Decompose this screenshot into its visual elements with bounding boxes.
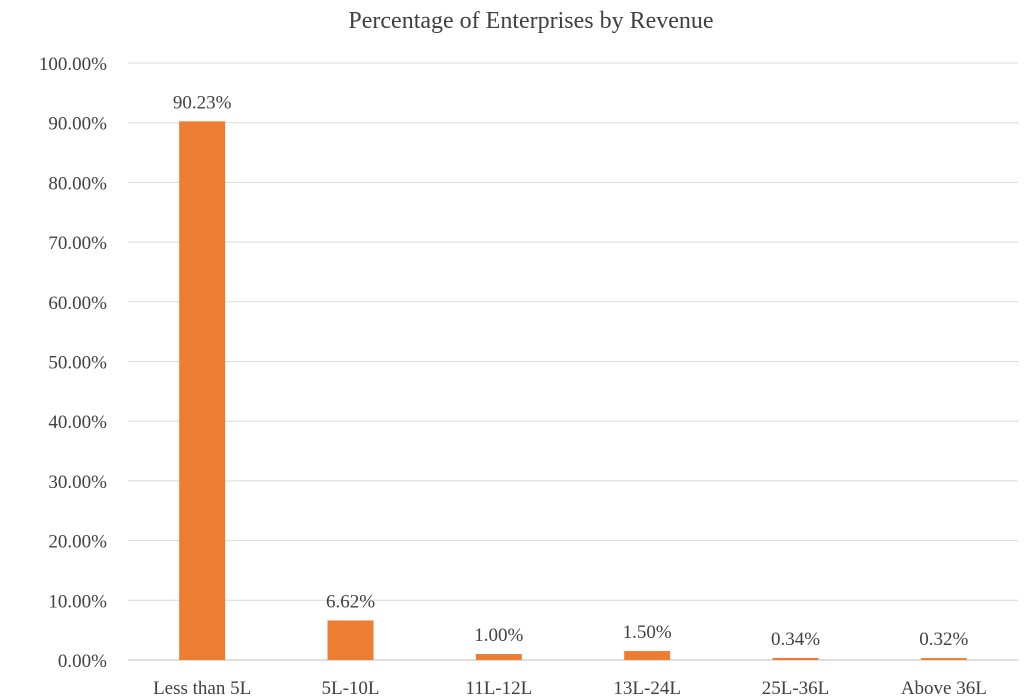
y-tick-label: 20.00% xyxy=(48,532,107,553)
x-tick-label: Above 36L xyxy=(901,678,987,699)
data-label: 1.50% xyxy=(623,622,672,643)
bar xyxy=(920,658,967,660)
chart-title: Percentage of Enterprises by Revenue xyxy=(348,8,713,34)
y-axis-tick-labels: 0.00% 10.00% 20.00% 30.00% 40.00% 50.00% 60.00… xyxy=(39,54,107,672)
x-tick-label: 11L-12L xyxy=(465,678,532,699)
y-tick-label: 90.00% xyxy=(48,114,107,135)
data-label: 0.32% xyxy=(919,629,968,650)
y-tick-label: 50.00% xyxy=(48,353,107,374)
bar xyxy=(475,654,522,660)
y-tick-label: 40.00% xyxy=(48,412,107,433)
bars xyxy=(179,121,967,660)
bar xyxy=(624,651,671,660)
bar xyxy=(772,657,819,660)
y-tick-label: 10.00% xyxy=(48,591,107,612)
data-label: 1.00% xyxy=(474,625,523,646)
y-tick-label: 0.00% xyxy=(58,651,107,672)
y-tick-label: 70.00% xyxy=(48,233,107,254)
x-tick-label: 13L-24L xyxy=(613,678,681,699)
data-labels: 90.23% 6.62% 1.00% 1.50% 0.34% 0.32% xyxy=(173,92,969,650)
y-tick-label: 80.00% xyxy=(48,173,107,194)
gridlines xyxy=(128,62,1018,661)
x-axis-category-labels: Less than 5L 5L-10L 11L-12L 13L-24L 25L-36L A… xyxy=(153,678,987,699)
data-label: 90.23% xyxy=(173,92,232,113)
x-tick-label: 5L-10L xyxy=(321,678,379,699)
data-label: 6.62% xyxy=(326,591,375,612)
y-tick-label: 100.00% xyxy=(39,54,107,75)
y-tick-label: 30.00% xyxy=(48,472,107,493)
y-tick-label: 60.00% xyxy=(48,293,107,314)
x-tick-label: 25L-36L xyxy=(762,678,830,699)
x-tick-label: Less than 5L xyxy=(153,678,251,699)
bar xyxy=(327,620,374,660)
bar xyxy=(179,121,226,660)
data-label: 0.34% xyxy=(771,629,820,650)
